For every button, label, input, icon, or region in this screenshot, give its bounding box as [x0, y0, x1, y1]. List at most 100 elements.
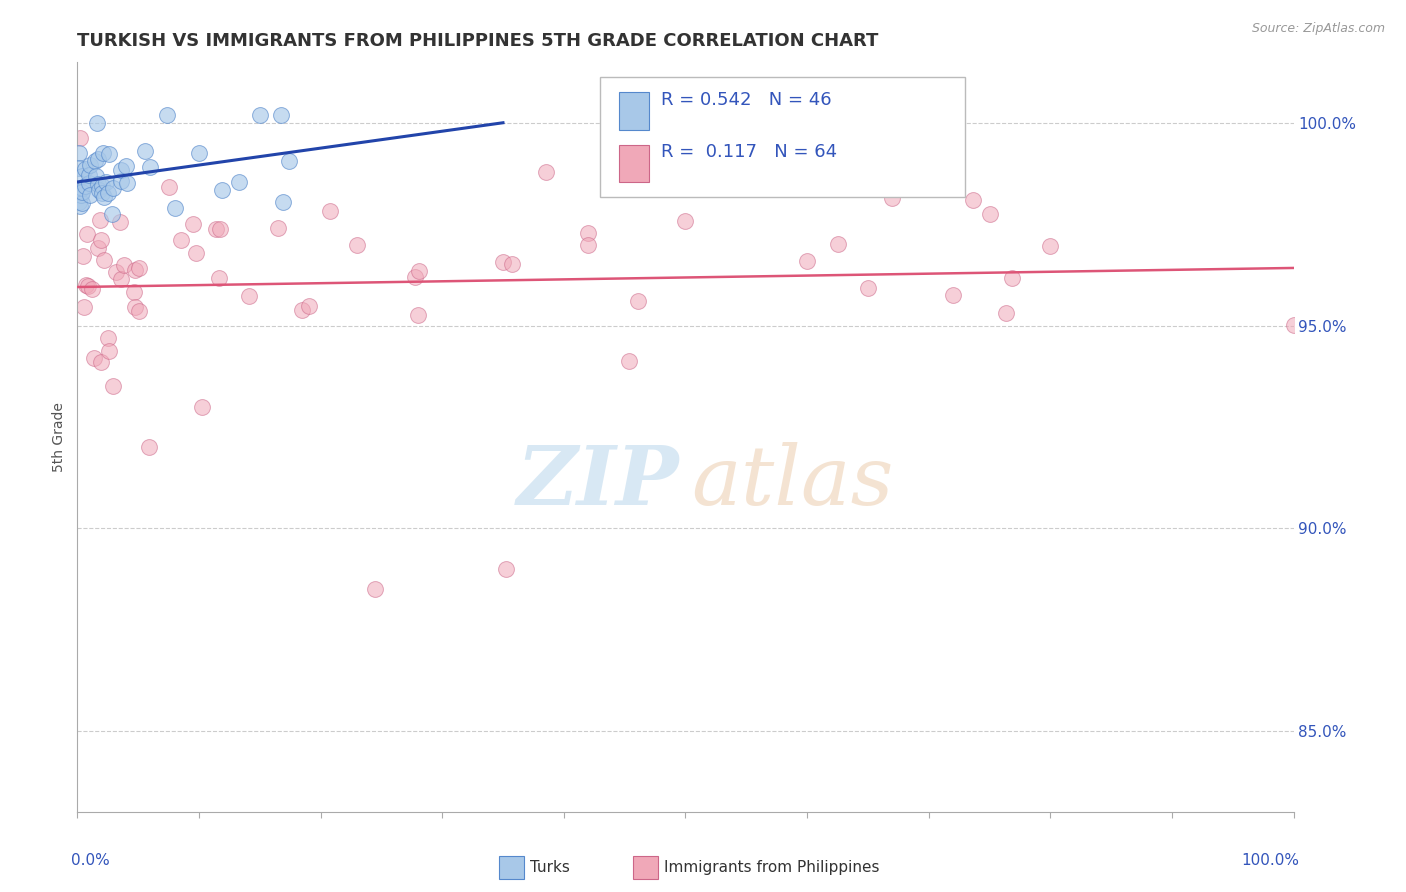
Text: R = 0.542   N = 46: R = 0.542 N = 46	[661, 91, 832, 109]
Point	[882, 191, 904, 205]
Point	[67, 146, 90, 161]
Point	[408, 263, 430, 277]
Point	[87, 177, 110, 191]
Point	[75, 278, 97, 293]
Point	[856, 281, 879, 295]
Point	[139, 160, 162, 174]
Text: Immigrants from Philippines: Immigrants from Philippines	[664, 861, 879, 875]
Point	[84, 154, 107, 169]
Point	[827, 236, 849, 251]
Point	[298, 299, 321, 313]
Point	[122, 285, 145, 300]
Point	[73, 300, 96, 314]
Point	[627, 293, 650, 308]
Point	[1282, 318, 1305, 332]
Point	[67, 161, 90, 175]
Point	[675, 214, 697, 228]
Point	[406, 309, 429, 323]
Point	[93, 190, 115, 204]
Point	[346, 237, 368, 252]
Point	[157, 180, 180, 194]
Point	[115, 159, 138, 173]
Point	[79, 188, 101, 202]
Point	[115, 176, 138, 190]
Point	[110, 163, 132, 178]
Point	[188, 145, 211, 160]
Text: R =  0.117   N = 64: R = 0.117 N = 64	[661, 144, 837, 161]
Point	[79, 158, 101, 172]
Point	[104, 265, 127, 279]
Point	[83, 351, 105, 365]
Point	[69, 188, 91, 202]
Point	[90, 186, 112, 200]
Point	[112, 258, 135, 272]
Point	[942, 288, 965, 302]
Point	[495, 562, 517, 576]
Text: 100.0%: 100.0%	[1241, 853, 1299, 868]
Point	[492, 255, 515, 269]
Point	[110, 272, 132, 286]
Point	[249, 108, 271, 122]
Point	[75, 179, 97, 194]
Point	[191, 400, 214, 414]
Point	[124, 300, 146, 314]
Point	[70, 196, 93, 211]
Point	[90, 354, 112, 368]
Point	[204, 221, 226, 235]
Y-axis label: 5th Grade: 5th Grade	[52, 402, 66, 472]
Point	[124, 263, 146, 277]
Point	[97, 331, 120, 345]
Point	[87, 241, 110, 255]
Point	[228, 175, 250, 189]
Text: Source: ZipAtlas.com: Source: ZipAtlas.com	[1251, 22, 1385, 36]
Point	[70, 185, 93, 199]
Text: TURKISH VS IMMIGRANTS FROM PHILIPPINES 5TH GRADE CORRELATION CHART: TURKISH VS IMMIGRANTS FROM PHILIPPINES 5…	[77, 32, 879, 50]
Text: ZIP: ZIP	[517, 442, 679, 522]
Point	[138, 440, 160, 454]
Point	[169, 233, 191, 247]
Point	[86, 116, 108, 130]
Point	[291, 302, 314, 317]
Point	[94, 175, 117, 189]
Point	[77, 278, 100, 293]
Point	[70, 181, 93, 195]
Point	[67, 185, 90, 199]
Point	[75, 162, 97, 177]
Point	[98, 147, 121, 161]
Point	[962, 193, 984, 207]
Point	[101, 207, 124, 221]
Point	[72, 248, 94, 262]
FancyBboxPatch shape	[600, 78, 965, 197]
Point	[208, 222, 231, 236]
Point	[271, 194, 294, 209]
Point	[76, 227, 98, 241]
Point	[576, 237, 599, 252]
Point	[97, 186, 120, 200]
Point	[796, 254, 818, 268]
Point	[536, 165, 558, 179]
Point	[77, 176, 100, 190]
Point	[98, 343, 121, 358]
Point	[87, 152, 110, 166]
Point	[576, 227, 599, 241]
Point	[1001, 271, 1024, 285]
Point	[979, 207, 1001, 221]
Point	[77, 169, 100, 183]
Point	[128, 261, 150, 276]
Point	[270, 108, 292, 122]
Point	[101, 379, 124, 393]
Point	[501, 257, 523, 271]
Point	[91, 146, 114, 161]
Point	[90, 179, 112, 194]
Point	[82, 282, 104, 296]
Point	[84, 169, 107, 184]
Text: atlas: atlas	[692, 442, 894, 522]
Point	[208, 271, 231, 285]
Point	[89, 183, 111, 197]
Point	[318, 203, 340, 218]
Point	[72, 169, 94, 183]
Point	[103, 181, 125, 195]
Bar	[619, 93, 650, 130]
Point	[278, 154, 301, 169]
Text: 0.0%: 0.0%	[72, 853, 110, 868]
